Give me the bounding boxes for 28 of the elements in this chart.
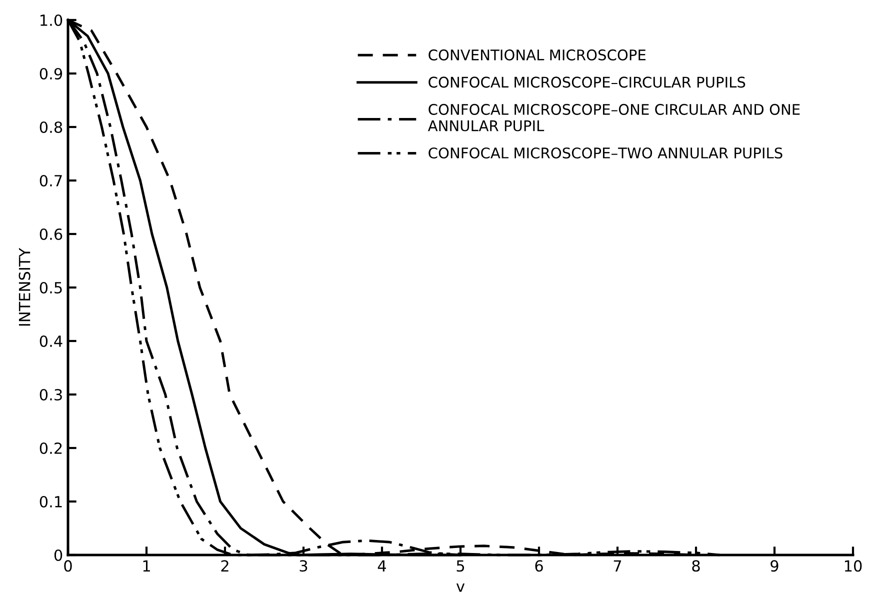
y-tick-label: 0.4 bbox=[40, 335, 62, 348]
x-tick-label: 6 bbox=[535, 560, 543, 572]
x-axis-title: v bbox=[456, 583, 465, 592]
y-tick-label: 0.8 bbox=[40, 121, 62, 134]
x-tick-label: 3 bbox=[300, 560, 308, 572]
legend-label: CONFOCAL MICROSCOPE–TWO ANNULAR PUPILS bbox=[428, 147, 782, 159]
legend-label: CONFOCAL MICROSCOPE–CIRCULAR PUPILS bbox=[428, 76, 746, 88]
x-tick-label: 1 bbox=[143, 560, 150, 572]
legend-label: CONVENTIONAL MICROSCOPE bbox=[428, 49, 646, 60]
legend-label: CONFOCAL MICROSCOPE–ONE CIRCULAR AND ONE ANNULAR PUPIL bbox=[428, 104, 800, 132]
y-tick-label: 1.0 bbox=[40, 14, 62, 26]
y-tick-label: 0.3 bbox=[40, 388, 62, 401]
y-tick-label: 0.6 bbox=[40, 228, 62, 240]
y-tick-label: 0.9 bbox=[40, 68, 62, 80]
x-tick-label: 5 bbox=[456, 560, 464, 572]
x-tick-label: 0 bbox=[64, 560, 72, 572]
x-tick-label: 9 bbox=[770, 560, 778, 572]
y-tick-label: 0 bbox=[54, 549, 62, 562]
x-tick-label: 7 bbox=[614, 560, 622, 572]
y-axis-title: INTENSITY bbox=[18, 248, 30, 326]
y-tick-label: 0.2 bbox=[40, 442, 62, 454]
y-tick-label: 0.5 bbox=[40, 282, 62, 294]
y-tick-label: 0.7 bbox=[40, 174, 62, 187]
x-tick-label: 4 bbox=[378, 560, 386, 572]
x-tick-label: 2 bbox=[221, 560, 228, 572]
x-tick-label: 10 bbox=[844, 560, 862, 572]
x-tick-label: 8 bbox=[692, 560, 700, 572]
y-tick-label: 0.1 bbox=[40, 496, 62, 508]
